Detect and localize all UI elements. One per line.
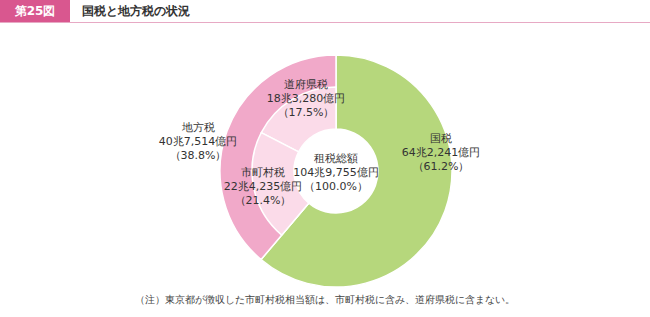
svg-text:104兆9,755億円: 104兆9,755億円 — [293, 166, 379, 179]
svg-text:（38.8%）: （38.8%） — [170, 149, 227, 162]
svg-text:（61.2%）: （61.2%） — [413, 160, 470, 173]
svg-text:22兆4,235億円: 22兆4,235億円 — [224, 180, 303, 193]
svg-text:租税総額: 租税総額 — [314, 152, 358, 165]
svg-text:地方税: 地方税 — [181, 121, 215, 134]
html-text:国税と地方税の状況: 国税と地方税の状況 — [82, 4, 190, 18]
svg-text:（17.5%）: （17.5%） — [278, 106, 335, 119]
svg-text:市町村税: 市町村税 — [241, 166, 285, 179]
svg-text:64兆2,241億円: 64兆2,241億円 — [402, 146, 481, 159]
svg-text:道府県税: 道府県税 — [284, 78, 328, 91]
svg-text:国税: 国税 — [430, 132, 452, 145]
svg-text:40兆7,514億円: 40兆7,514億円 — [159, 135, 238, 148]
html-text:第25図: 第25図 — [14, 4, 56, 18]
html-text:（注）東京都が徴収した市町村税相当額は、市町村税に含み、道府: （注）東京都が徴収した市町村税相当額は、市町村税に含み、道府県税に含まない。 — [135, 294, 515, 305]
svg-text:18兆3,280億円: 18兆3,280億円 — [267, 92, 346, 105]
svg-text:（100.0%）: （100.0%） — [304, 180, 368, 193]
svg-text:（21.4%）: （21.4%） — [235, 194, 292, 207]
